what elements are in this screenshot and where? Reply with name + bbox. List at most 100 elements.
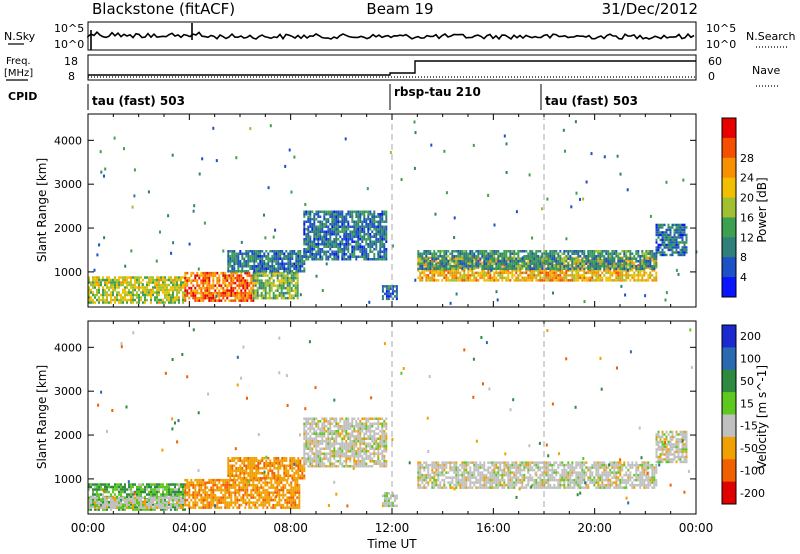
power-cell [633,266,636,270]
power-cell [483,252,486,255]
power-cell [239,250,242,253]
power-cell [130,281,132,284]
power-cell [489,257,492,260]
power-cell [503,252,506,255]
power-cell [657,231,660,234]
power-cell [559,260,562,263]
power-cell [172,291,174,294]
power-cell [517,255,520,258]
power-cell [539,279,542,282]
power-cell [351,245,354,248]
power-cell [333,223,336,226]
power-cell [176,278,178,282]
velocity-cell [234,501,237,504]
velocity-cell [142,483,144,486]
power-cell [423,260,426,263]
velocity-cell [218,506,221,509]
power-cell [214,289,217,292]
velocity-cell [184,483,187,487]
power-cell [445,250,448,253]
velocity-cell [128,485,130,489]
power-cell [539,260,542,263]
power-cell [276,284,279,287]
power-cell [519,279,522,282]
power-cell [118,286,120,289]
power-cell [655,241,658,244]
power-cell [593,252,596,255]
power-scatter-cell [453,236,456,239]
power-cell [645,255,648,258]
power-cell [331,233,334,236]
power-cell [224,299,227,302]
power-cell [369,225,372,228]
power-cell [523,255,526,258]
velocity-cell [110,499,112,502]
power-cell [272,296,275,300]
power-cell [431,274,434,277]
power-cell [551,267,554,270]
power-cell [170,276,172,279]
power-cell [144,298,146,302]
power-cell [417,264,420,267]
velocity-cell [130,501,132,504]
velocity-cell [226,478,229,482]
power-cell [421,267,424,270]
velocity-cell [90,506,92,509]
power-cell [261,260,264,263]
velocity-cell [184,493,187,497]
power-cell [589,271,592,275]
station-title: Blackstone (fitACF) [92,0,235,18]
power-cell [243,270,246,273]
power-cell [505,276,508,280]
power-cell [196,284,199,287]
power-cell [437,250,440,253]
power-cell [341,253,344,256]
power-cell [611,271,614,275]
power-cell [671,223,674,227]
power-cell [583,267,586,270]
power-cell [226,286,229,290]
power-cell [359,213,362,216]
power-cell [457,265,460,268]
power-cell [617,276,620,280]
power-cell [447,260,450,263]
power-cell [379,220,382,223]
velocity-cell [220,501,223,504]
power-cell [307,245,310,248]
power-cell [531,276,534,280]
power-cell [345,253,348,256]
velocity-cell [198,481,201,484]
velocity-cell [98,508,100,511]
velocity-cell [132,508,134,511]
velocity-cell [120,483,122,486]
power-cell [357,245,360,248]
power-cell [663,241,666,244]
velocity-cell [124,496,126,499]
power-cell [222,271,225,275]
power-cell [647,279,650,282]
power-scatter-cell [582,197,585,201]
velocity-cell [200,486,203,489]
power-cell [319,220,322,223]
power-cell [297,265,300,268]
power-cell [118,281,120,284]
power-cell [359,228,362,231]
power-cell [385,255,388,258]
power-cell [463,279,466,282]
power-cell [243,257,246,260]
power-cell [242,279,245,282]
power-cell [493,267,496,270]
power-cell [517,276,520,280]
power-cell [170,286,172,289]
power-cell [178,291,180,294]
power-cell [381,213,384,216]
power-cell [363,230,366,233]
power-cell [319,228,322,231]
power-cell [423,269,426,272]
power-cell [236,294,239,297]
power-cell [501,274,504,277]
power-cell [373,255,376,258]
power-cell [240,279,243,282]
power-cell [194,276,197,280]
power-scatter-cell [585,180,588,184]
